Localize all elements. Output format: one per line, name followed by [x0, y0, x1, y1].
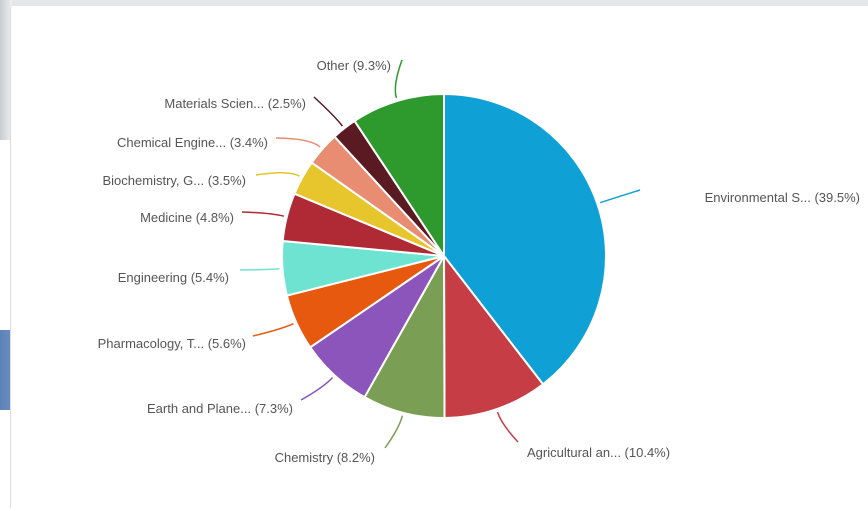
leader-line — [252, 323, 294, 337]
slice-label: Engineering (5.4%) — [118, 270, 229, 285]
slice-label: Other (9.3%) — [317, 58, 391, 73]
pie-slice[interactable] — [353, 92, 445, 260]
slice-labels: Environmental S... (39.5%) Agricultural a… — [98, 58, 860, 465]
slice-label: Chemical Engine... (3.4%) — [117, 135, 268, 150]
slice-label: Environmental S... (39.5%) — [705, 190, 860, 205]
leader-lines — [239, 59, 641, 449]
leader-line — [599, 189, 641, 204]
slice-label: Materials Scien... (2.5%) — [164, 96, 306, 111]
leader-line — [275, 137, 321, 148]
background-frame-top — [0, 0, 868, 6]
leader-line — [300, 377, 334, 401]
slice-label: Biochemistry, G... (3.5%) — [102, 173, 246, 188]
leader-line — [384, 415, 404, 449]
leader-line — [255, 172, 300, 177]
pie-slice[interactable] — [443, 92, 607, 386]
pie-slices — [281, 92, 607, 420]
slice-label: Chemistry (8.2%) — [275, 450, 375, 465]
background-frame-left — [0, 0, 12, 140]
leader-line — [241, 211, 285, 217]
slice-label: Pharmacology, T... (5.6%) — [98, 336, 246, 351]
slice-label: Agricultural an... (10.4%) — [527, 445, 670, 460]
leader-line — [239, 267, 280, 271]
slice-label: Medicine (4.8%) — [140, 210, 234, 225]
leader-line — [496, 411, 519, 443]
pie-slice[interactable] — [442, 253, 545, 420]
slice-label: Earth and Plane... (7.3%) — [147, 401, 293, 416]
leader-line — [394, 59, 403, 99]
leader-line — [313, 96, 343, 127]
